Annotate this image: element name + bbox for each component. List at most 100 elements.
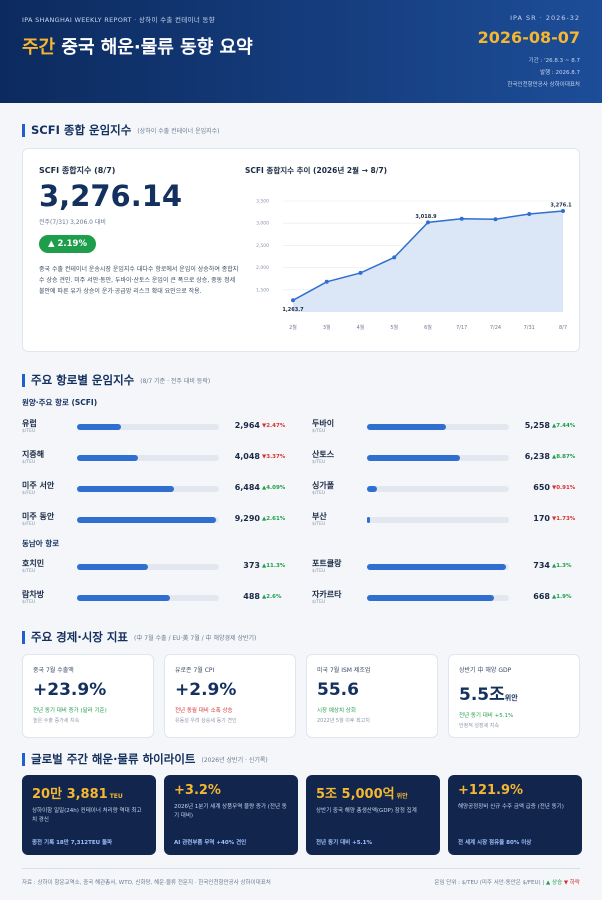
point [426, 220, 430, 225]
route-change: ▲4.09% [262, 485, 286, 491]
bar-track [367, 455, 509, 461]
route-name: 미주 서안 [22, 481, 55, 490]
publisher: 한국인천항만공사 상하이대표처 [507, 82, 580, 88]
highlight-footer: 전 세계 시장 점유율 80% 이상 [458, 840, 532, 846]
bar [367, 517, 370, 523]
highlight-text: 2026년 1분기 세계 상품무역 물량 증가 (전년 동기 대비) [174, 804, 287, 819]
section-title: 주요 경제·시장 지표 (中 7월 수출 / EU·美 7월 / 中 해양경제 상… [22, 629, 256, 645]
title-text: 중국 해운·물류 동향 요약 [61, 37, 253, 58]
title-accent: 주간 [22, 37, 56, 58]
route-name: 부산 [312, 512, 327, 521]
highlight-value: 5조 5,000억 위안 [316, 783, 430, 802]
y-tick-label: 2,000 [256, 265, 269, 271]
route-unit: $/FEU [22, 491, 36, 496]
route-name: 포트클랑 [312, 559, 342, 568]
value-text: +121.9% [458, 783, 524, 798]
highlight-text: 상하이항 일일(24h) 컨테이너 처리량 역대 최고치 경신 [32, 808, 142, 823]
indicator-detail: 높은 수출 증가세 지속 [33, 718, 80, 724]
route-value: 9,290 [234, 514, 260, 523]
route-unit: $/TEU [312, 491, 326, 496]
bar [367, 564, 507, 570]
route-name: 산토스 [312, 450, 335, 459]
value-text: 55.6 [317, 680, 359, 700]
section-title-text: SCFI 종합 운임지수 [31, 123, 132, 137]
highlight-footer: 전년 동기 대비 +5.1% [316, 840, 372, 846]
section-subtitle: (8/7 기준 · 전주 대비 등락) [140, 377, 211, 385]
value-unit: 위안 [504, 694, 518, 702]
section-title-text: 주요 항로별 운임지수 [31, 373, 135, 387]
y-tick-label: 1,500 [256, 287, 269, 293]
route-value: 2,964 [234, 421, 260, 430]
route-value: 668 [533, 592, 550, 601]
header-meta: 기간 : '26.8.3 ~ 8.7 발행 : 2026.8.7 한국인천항만공… [507, 55, 580, 91]
y-tick-label: 3,000 [256, 221, 269, 227]
bar [367, 486, 377, 492]
route-unit: $/TEU [312, 429, 326, 434]
x-tick-label: 2월 [289, 324, 297, 331]
indicator-detail: 유동성 우려 상승세 동기 견인 [175, 718, 237, 724]
y-tick-label: 2,500 [256, 243, 269, 249]
route-row: 호치민 $/TEU 373 ▲11.3% [22, 558, 290, 584]
indicator-note: 시장 예상치 상회 [317, 708, 356, 714]
route-value: 488 [243, 592, 260, 601]
value-text: 5조 5,000억 [316, 787, 395, 802]
scfi-compare: 전주(7/31) 3,206.0 대비 [39, 219, 106, 226]
indicator-value: 55.6 [317, 680, 427, 700]
indicator-value: 5.5조위안 [459, 680, 569, 705]
bar [77, 424, 122, 430]
route-row: 산토스 $/TEU 6,238 ▲8.87% [312, 449, 580, 475]
indicator-detail: 안정적 성장세 지속 [459, 723, 499, 729]
section-title-text: 글로벌 주간 해운·물류 하이라이트 [31, 752, 196, 766]
indicator-card: 중국 7월 수출액 +23.9% 전년 동기 대비 증가 (달러 기준) 높은 수출 … [22, 654, 154, 738]
route-change: ▼2.47% [262, 423, 286, 429]
footer-rule [22, 868, 580, 869]
route-row: 람차방 $/TEU 488 ▲2.6% [22, 589, 290, 615]
scfi-value: 3,276.14 [39, 179, 183, 213]
highlight-card: 20만 3,881 TEU 상하이항 일일(24h) 컨테이너 처리량 역대 최고치… [22, 775, 156, 855]
y-tick-label: 3,500 [256, 199, 269, 205]
route-value: 6,484 [234, 483, 260, 492]
bar-track [77, 424, 219, 430]
area [293, 210, 563, 312]
route-row: 부산 $/TEU 170 ▼1.73% [312, 511, 580, 537]
route-value: 734 [533, 561, 550, 570]
indicator-label: 중국 7월 수출액 [33, 667, 74, 674]
highlight-footer: 종전 기록 18만 7,312TEU 돌파 [32, 840, 113, 846]
x-tick-label: 6월 [424, 324, 432, 331]
report-date: 2026-08-07 [477, 28, 580, 47]
section-title: SCFI 종합 운임지수 (상하이 수출 컨테이너 운임지수) [22, 122, 220, 138]
section-title: 주요 항로별 운임지수 (8/7 기준 · 전주 대비 등락) [22, 372, 210, 388]
route-change: ▲7.44% [552, 423, 576, 429]
route-change: ▲11.3% [262, 563, 286, 569]
bar-track [77, 455, 219, 461]
section-subtitle: (상하이 수출 컨테이너 운임지수) [137, 127, 220, 135]
route-unit: $/FEU [22, 522, 36, 527]
route-name: 람차방 [22, 590, 45, 599]
section-title: 글로벌 주간 해운·물류 하이라이트 (2026년 상반기 · 신기록) [22, 751, 268, 767]
point [358, 270, 363, 275]
indicator-note: 전년 동기 대비 증가 (달러 기준) [33, 708, 107, 714]
legend-down: ▼ 하락 [563, 880, 580, 886]
x-tick-label: 8/7 [559, 325, 567, 331]
highlight-card: +3.2% 2026년 1분기 세계 상품무역 물량 증가 (전년 동기 대비) A… [164, 775, 298, 855]
route-unit: $/TEU [312, 522, 326, 527]
x-tick-label: 4월 [357, 324, 365, 331]
route-row: 지중해 $/TEU 4,048 ▼3.37% [22, 449, 290, 475]
footer-source: 자료 : 상하이 항운교역소, 중국 해관총서, WTO, 신화망, 해운·물류… [22, 880, 271, 886]
bar [77, 486, 175, 492]
title: 주간 중국 해운·물류 동향 요약 [22, 33, 253, 59]
chart: 1,500 2,000 2,500 3,000 3,500 2월 3월 4월 5월 6월 7/17 7… [256, 199, 572, 332]
x-tick-label: 5월 [390, 324, 398, 331]
indicator-value: +23.9% [33, 680, 143, 700]
indicator-note: 전년 동월 대비 소폭 상승 [175, 708, 233, 714]
route-change: ▲8.87% [552, 454, 576, 460]
unit-note: 운임 단위 : $/TEU (미주 서안·동안은 $/FEU) [434, 880, 541, 886]
indicator-value: +2.9% [175, 680, 285, 700]
route-change: ▲1.3% [552, 563, 572, 569]
issued: 발행 : 2026.8.7 [540, 70, 580, 76]
bar-track [367, 517, 509, 523]
indicator-label: 미국 7월 ISM 제조업 [317, 667, 371, 674]
legend-up: ▲ 상승 [546, 880, 563, 886]
indicator-label: 유로존 7월 CPI [175, 667, 215, 674]
group-title: 원양·주요 항로 (SCFI) [22, 398, 98, 407]
